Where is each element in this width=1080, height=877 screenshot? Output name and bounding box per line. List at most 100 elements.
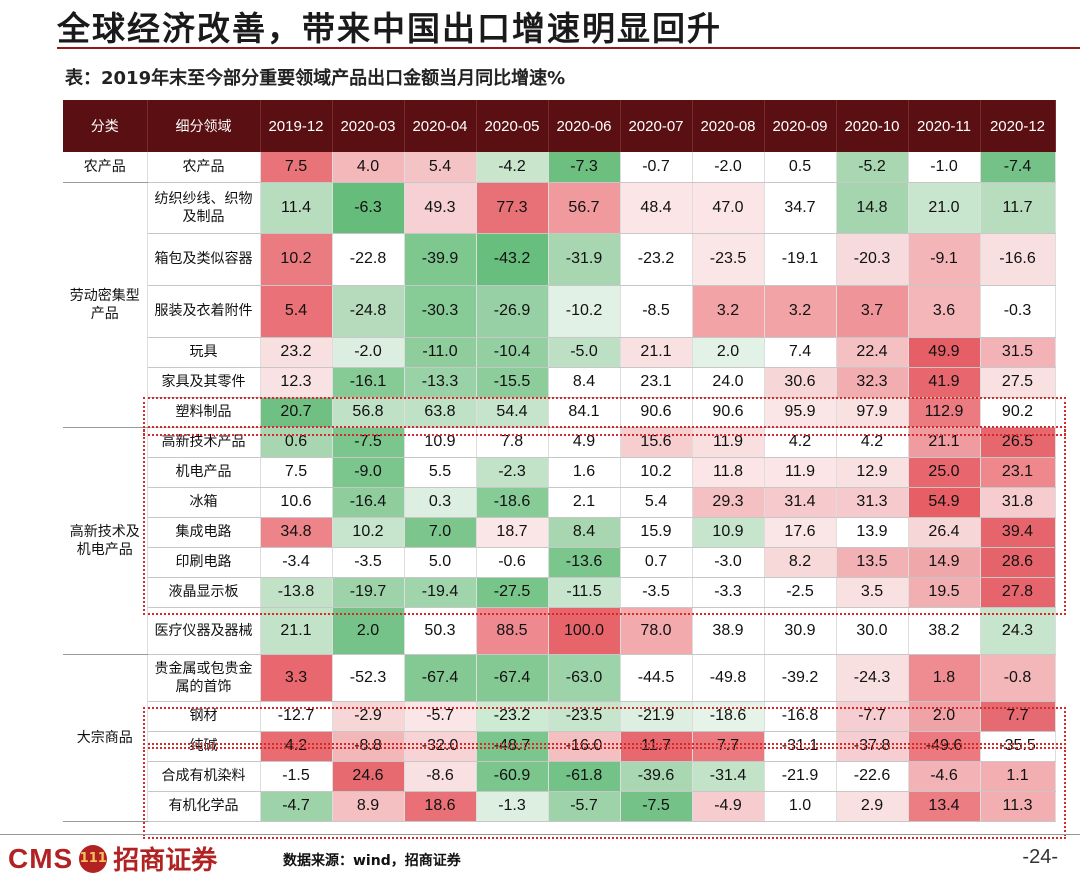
value-cell: -39.2 [764,654,837,702]
subfield-cell: 印刷电路 [147,547,261,578]
value-cell: -31.4 [692,761,765,792]
value-cell: 5.5 [404,457,477,488]
value-cell: 2.9 [836,791,909,822]
value-cell: 5.4 [260,285,333,338]
value-cell: -2.3 [476,457,549,488]
value-cell: -3.4 [260,547,333,578]
value-cell: 4.2 [260,731,333,762]
value-cell: 7.4 [764,337,837,368]
value-cell: 49.3 [404,182,477,234]
value-cell: 7.7 [692,731,765,762]
value-cell: 7.5 [260,457,333,488]
value-cell: -0.6 [476,547,549,578]
value-cell: -49.6 [908,731,981,762]
value-cell: 13.4 [908,791,981,822]
logo-emblem-icon: 111 [79,844,108,873]
value-cell: 11.7 [980,182,1056,234]
subfield-cell: 冰箱 [147,487,261,518]
value-cell: 18.7 [476,517,549,548]
value-cell: -2.0 [692,152,765,183]
value-cell: 3.2 [692,285,765,338]
value-cell: -7.4 [980,152,1056,183]
value-cell: -39.9 [404,233,477,286]
value-cell: -21.9 [620,701,693,732]
value-cell: 24.0 [692,367,765,398]
table-row: 高新技术及机电产品 高新技术产品 0.6 -7.5 10.9 7.8 4.9 15.6 11.9… [63,427,1056,655]
value-cell: 0.5 [764,152,837,183]
column-header: 2020-04 [404,100,477,152]
value-cell: -13.8 [260,577,333,608]
value-cell: 4.2 [836,427,909,458]
value-cell: 21.1 [620,337,693,368]
value-cell: -67.4 [476,654,549,702]
value-cell: -27.5 [476,577,549,608]
value-cell: -18.6 [692,701,765,732]
value-cell: -37.8 [836,731,909,762]
value-cell: 23.1 [620,367,693,398]
value-cell: 0.6 [260,427,333,458]
value-cell: 11.8 [692,457,765,488]
table-row: 冰箱 10.6 -16.4 0.3 -18.6 2.1 5.4 29.3 31.4 31.3 54.… [63,487,1056,518]
value-cell: -8.8 [332,731,405,762]
value-cell: -63.0 [548,654,621,702]
value-cell: 3.2 [764,285,837,338]
subfield-cell: 服装及衣着附件 [147,285,261,338]
value-cell: 8.4 [548,517,621,548]
value-cell: -32.0 [404,731,477,762]
value-cell: -16.8 [764,701,837,732]
value-cell: 21.1 [908,427,981,458]
table-row: 液晶显示板 -13.8 -19.7 -19.4 -27.5 -11.5 -3.5 -3.3 -2… [63,577,1056,608]
table-row: 钢材 -12.7 -2.9 -5.7 -23.2 -23.5 -21.9 -18.6 -16.8… [63,701,1056,732]
value-cell: 15.6 [620,427,693,458]
value-cell: 24.3 [980,607,1056,655]
value-cell: 39.4 [980,517,1056,548]
value-cell: -0.7 [620,152,693,183]
value-cell: -18.6 [476,487,549,518]
value-cell: 24.6 [332,761,405,792]
table-row: 箱包及类似容器 10.2 -22.8 -39.9 -43.2 -31.9 -23.2 -23.… [63,233,1056,286]
value-cell: -2.9 [332,701,405,732]
footer-rule [0,834,1080,835]
value-cell: 2.0 [332,607,405,655]
value-cell: 7.8 [476,427,549,458]
value-cell: 84.1 [548,397,621,428]
value-cell: -24.3 [836,654,909,702]
value-cell: 2.1 [548,487,621,518]
subfield-cell: 机电产品 [147,457,261,488]
value-cell: -16.6 [980,233,1056,286]
column-header: 2020-08 [692,100,765,152]
value-cell: 7.5 [260,152,333,183]
value-cell: -0.8 [980,654,1056,702]
value-cell: 26.5 [980,427,1056,458]
value-cell: 14.8 [836,182,909,234]
value-cell: 34.8 [260,517,333,548]
table-row: 纯碱 4.2 -8.8 -32.0 -48.7 -16.0 11.7 7.7 -31.1 -37.… [63,731,1056,762]
value-cell: -31.9 [548,233,621,286]
column-header: 2020-05 [476,100,549,152]
value-cell: -35.5 [980,731,1056,762]
value-cell: 0.3 [404,487,477,518]
table-header-row: 分类 细分领域 2019-12 2020-03 2020-04 2020-05 2020-0… [63,100,1056,152]
value-cell: 0.7 [620,547,693,578]
value-cell: 97.9 [836,397,909,428]
value-cell: -10.2 [548,285,621,338]
column-header: 2020-12 [980,100,1056,152]
logo-chinese: 招商证券 [113,846,218,876]
value-cell: -61.8 [548,761,621,792]
table-caption: 表：2019年末至今部分重要领域产品出口金额当月同比增速% [65,68,566,89]
subfield-cell: 农产品 [147,152,261,183]
value-cell: 28.6 [980,547,1056,578]
column-header: 2019-12 [260,100,333,152]
value-cell: -3.0 [692,547,765,578]
value-cell: -4.2 [476,152,549,183]
table-row: 塑料制品 20.7 56.8 63.8 54.4 84.1 90.6 90.6 95.9 97.9… [63,397,1056,428]
value-cell: -11.5 [548,577,621,608]
category-cell: 劳动密集型产品 [63,182,148,428]
value-cell: 12.3 [260,367,333,398]
value-cell: 18.6 [404,791,477,822]
value-cell: 10.2 [620,457,693,488]
value-cell: -24.8 [332,285,405,338]
value-cell: 17.6 [764,517,837,548]
data-source: 数据来源：wind，招商证券 [283,853,461,869]
value-cell: 3.3 [260,654,333,702]
